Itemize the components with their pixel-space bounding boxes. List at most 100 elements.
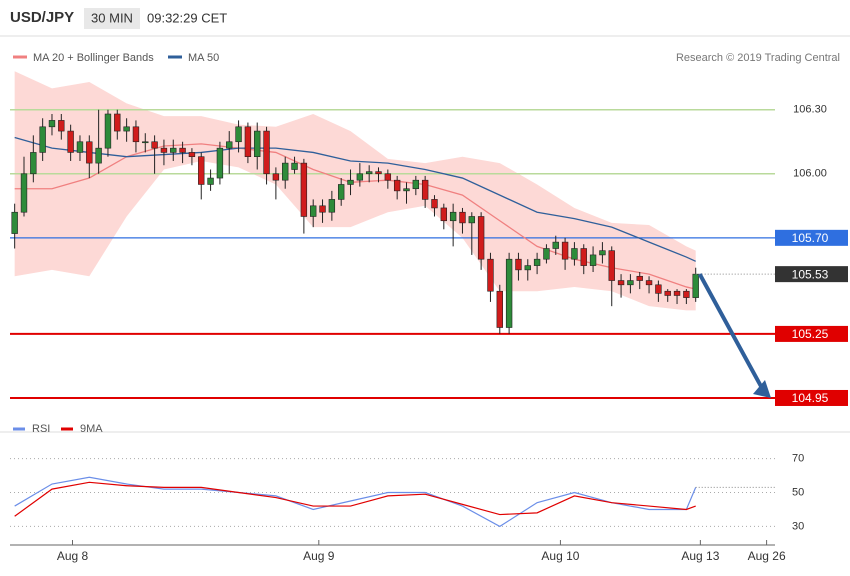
candle-body <box>487 258 494 292</box>
candle-body <box>449 211 457 222</box>
candle-body <box>58 120 65 132</box>
candle-body <box>533 258 541 266</box>
level-label: 105.25 <box>792 327 829 341</box>
candle-body <box>561 241 569 260</box>
y-tick-label: 106.00 <box>793 168 827 180</box>
candle-body <box>319 205 326 213</box>
candle-body <box>459 211 466 224</box>
candle-body <box>347 179 354 185</box>
time: 09:32:29 CET <box>147 10 227 25</box>
candle-body <box>20 173 28 213</box>
candle-body <box>384 173 392 181</box>
candle-body <box>160 147 168 153</box>
interval-box <box>84 8 140 29</box>
candle-body <box>599 250 606 256</box>
candle-body <box>655 284 662 294</box>
x-tick-label: Aug 26 <box>748 549 786 563</box>
last-price-box <box>775 266 848 283</box>
candle-body <box>645 280 653 286</box>
candle-body <box>356 173 364 181</box>
candle-body <box>263 130 270 175</box>
candle-body <box>282 162 289 181</box>
y-tick-label: 70 <box>792 452 804 464</box>
x-tick-label: Aug 13 <box>681 549 719 563</box>
candle-body <box>244 126 252 158</box>
ma-line <box>14 136 696 262</box>
candle-body <box>226 141 233 149</box>
candle-body <box>207 177 214 185</box>
legend-label: 9MA <box>80 423 103 435</box>
candle-body <box>543 248 550 260</box>
candle-body <box>431 199 438 209</box>
candle-body <box>114 113 121 132</box>
candle-body <box>300 162 308 217</box>
candle-body <box>86 141 93 164</box>
candle-body <box>67 130 74 153</box>
y-tick-label: 106.30 <box>793 104 827 116</box>
candle-body <box>524 265 531 271</box>
candle-body <box>627 280 634 286</box>
candle-body <box>254 130 261 158</box>
candle-body <box>272 173 280 181</box>
x-tick-label: Aug 8 <box>57 549 89 563</box>
candle-body <box>636 275 643 281</box>
candle-body <box>589 254 597 266</box>
candle-body <box>188 152 196 158</box>
level-box <box>775 325 848 342</box>
candle-body <box>505 258 513 328</box>
forecast-arrowhead <box>753 379 771 398</box>
last-price-label: 105.53 <box>792 267 829 281</box>
candle-body <box>552 241 559 249</box>
candle-body <box>440 207 448 222</box>
candle-body <box>515 258 522 271</box>
candle-body <box>468 216 475 224</box>
level-label: 105.70 <box>792 231 829 245</box>
candle-body <box>310 205 317 217</box>
candle-body <box>617 280 625 286</box>
candle-body <box>132 126 140 143</box>
candle-body <box>664 290 671 296</box>
candle-body <box>337 184 345 200</box>
candle-body <box>365 171 373 175</box>
y-tick-label: 50 <box>792 486 804 498</box>
candle-body <box>673 290 681 296</box>
candle-body <box>95 147 102 164</box>
candle-body <box>104 113 112 149</box>
candle-body <box>683 290 690 298</box>
candle-body <box>235 126 242 143</box>
candle-body <box>216 147 224 179</box>
legend-label: RSI <box>32 423 50 435</box>
level-box <box>775 389 848 406</box>
candle-body <box>179 147 186 153</box>
candle-body <box>403 188 410 192</box>
candle-body <box>48 120 56 128</box>
interval: 30 MIN <box>91 10 133 25</box>
candle-body <box>123 126 130 132</box>
candle-body <box>30 152 37 175</box>
candle-body <box>692 273 699 298</box>
candle-body <box>412 179 420 190</box>
candle-body <box>198 156 205 185</box>
indicator-line <box>14 481 696 517</box>
bollinger-band <box>14 71 696 311</box>
x-tick-label: Aug 9 <box>303 549 335 563</box>
x-tick-label: Aug 10 <box>541 549 579 563</box>
candle-body <box>421 179 429 200</box>
level-label: 104.95 <box>792 391 829 405</box>
credit: Research © 2019 Trading Central <box>676 52 840 64</box>
candle-body <box>580 248 587 266</box>
legend-label: MA 50 <box>188 52 219 64</box>
symbol: USD/JPY <box>10 9 74 26</box>
candle-body <box>170 147 177 153</box>
legend-label: MA 20 + Bollinger Bands <box>33 52 154 64</box>
level-box <box>775 229 848 246</box>
candle-body <box>477 216 485 260</box>
candle-body <box>608 250 615 281</box>
candle-body <box>393 179 401 192</box>
y-tick-label: 30 <box>792 520 804 532</box>
candle-body <box>11 211 18 234</box>
candle-body <box>39 126 46 153</box>
candle-body <box>151 141 158 149</box>
